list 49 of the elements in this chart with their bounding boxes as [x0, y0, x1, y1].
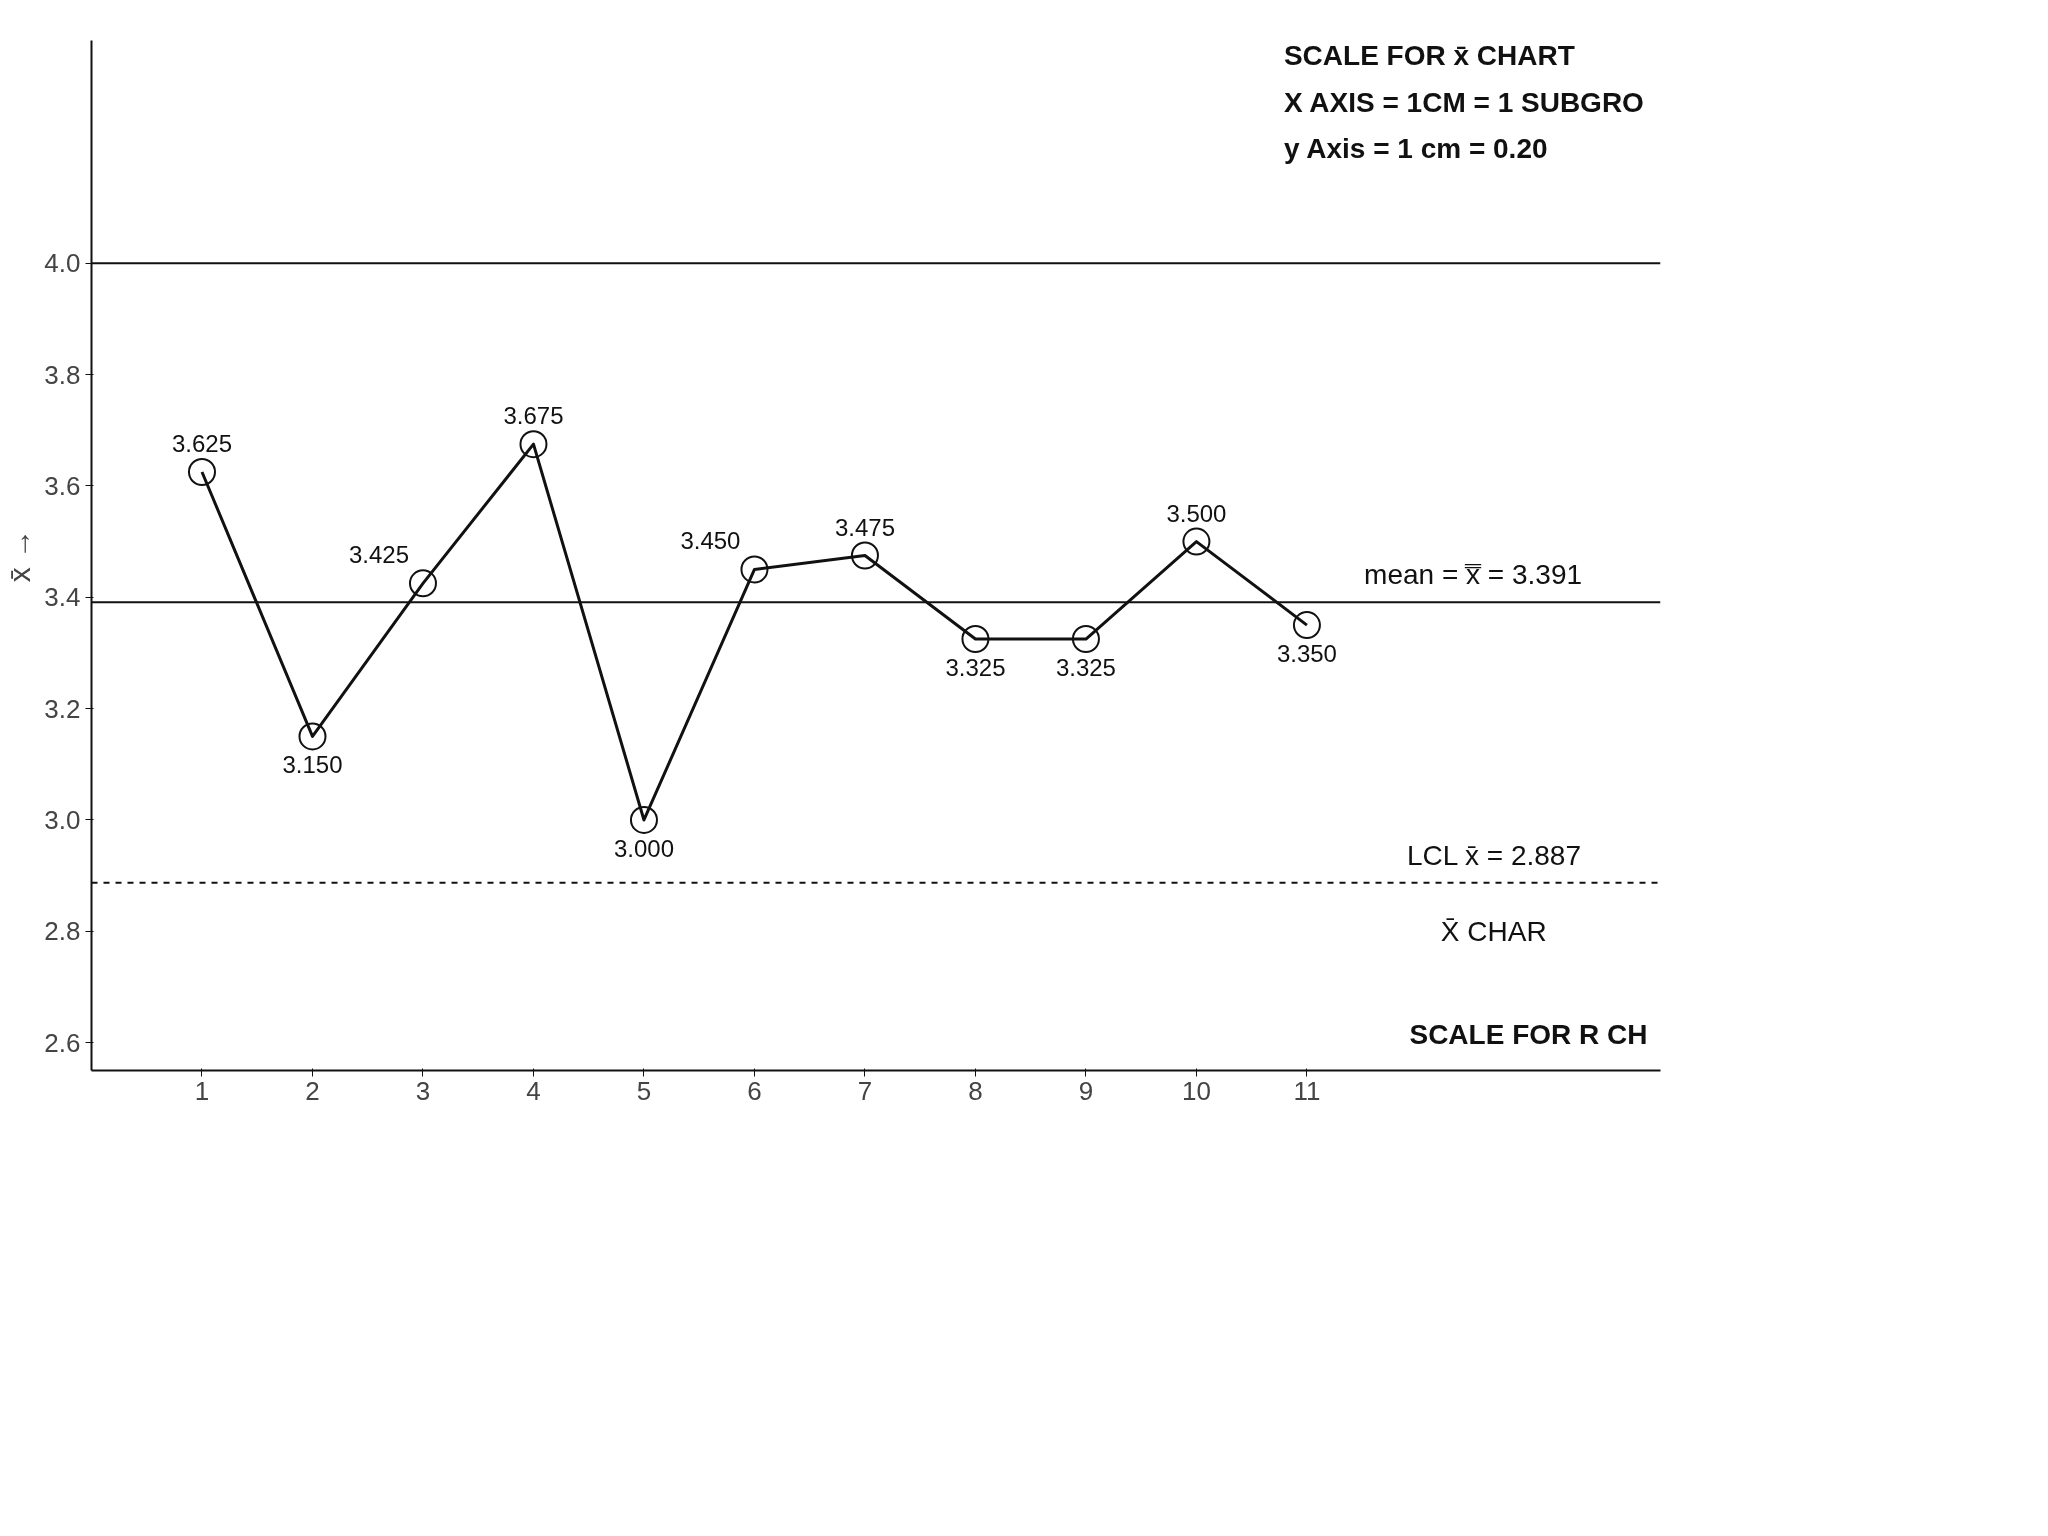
- data-label: 3.475: [834, 513, 895, 541]
- y-axis-title: x̄ →: [3, 528, 37, 583]
- point: [850, 541, 879, 570]
- point: [740, 555, 769, 584]
- data-label: 3.325: [945, 654, 1006, 682]
- annotation: y Axis = 1 cm = 0.20: [1283, 133, 1548, 165]
- x-tick-label: 6: [747, 1075, 762, 1106]
- annotation: X̄ CHAR: [1440, 915, 1547, 947]
- x-tick-label: 4: [526, 1075, 541, 1106]
- annotation: SCALE FOR R CH: [1409, 1018, 1648, 1050]
- point: [187, 458, 216, 486]
- data-label: 3.325: [1055, 654, 1116, 682]
- x-tick-label: 9: [1078, 1075, 1094, 1106]
- y-tick-label: 3.0: [44, 804, 81, 835]
- y-tick-label: 2.8: [44, 916, 81, 947]
- y-tick-label: 3.4: [44, 582, 81, 613]
- y-tick-label: 3.2: [44, 693, 81, 724]
- annotation: SCALE FOR x̄ CHART: [1283, 40, 1575, 72]
- data-label: 3.675: [503, 402, 564, 430]
- point: [1071, 625, 1100, 653]
- data-label: 3.150: [282, 751, 343, 779]
- data-label: 3.450: [680, 527, 741, 555]
- point: [519, 430, 548, 459]
- y-tick-label: 3.8: [44, 359, 81, 390]
- data-label: 3.000: [613, 834, 674, 862]
- x-tick-label: 5: [636, 1075, 652, 1106]
- data-label: 3.500: [1166, 499, 1227, 527]
- data-label: 3.425: [348, 541, 409, 569]
- point: [629, 805, 658, 834]
- ref-line-label: LCL x̄ = 2.887: [1406, 839, 1582, 871]
- x-tick-label: 3: [415, 1075, 431, 1106]
- point: [408, 569, 437, 598]
- x-tick-label: 10: [1181, 1075, 1211, 1106]
- x-tick-label: 2: [305, 1075, 320, 1106]
- y-tick-label: 2.6: [44, 1027, 81, 1058]
- point: [1182, 527, 1211, 556]
- x-tick-label: 1: [194, 1075, 210, 1106]
- data-label: 3.625: [171, 429, 233, 457]
- point: [961, 625, 990, 653]
- x-tick-label: 7: [857, 1075, 873, 1106]
- annotation: X AXIS = 1CM = 1 SUBGRO: [1283, 86, 1644, 118]
- data-label: 3.350: [1276, 640, 1337, 668]
- x-tick-label: 8: [968, 1075, 983, 1106]
- y-tick-label: 4.0: [44, 248, 81, 279]
- point: [1292, 611, 1321, 640]
- y-tick-label: 3.6: [44, 470, 81, 501]
- ref-line-label: mean = x̿ = 3.391: [1364, 559, 1583, 591]
- x-tick-label: 11: [1293, 1075, 1321, 1106]
- point: [298, 722, 327, 751]
